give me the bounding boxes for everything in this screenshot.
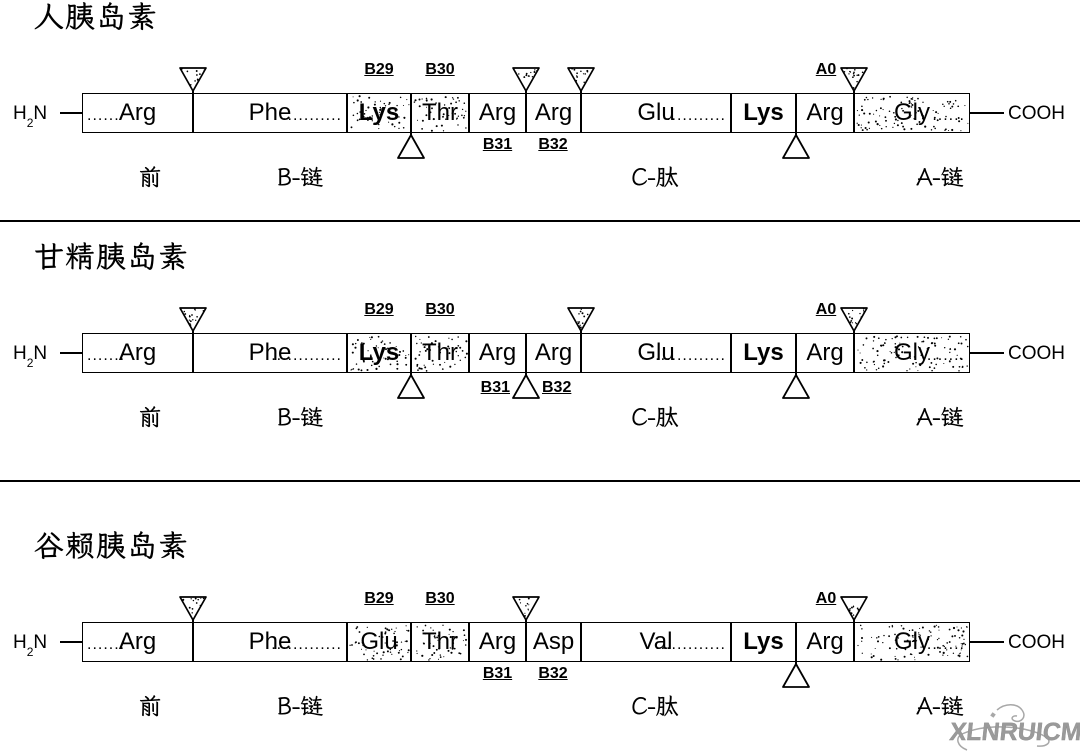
svg-text:XLNRUICMS: XLNRUICMS [948,718,1080,746]
